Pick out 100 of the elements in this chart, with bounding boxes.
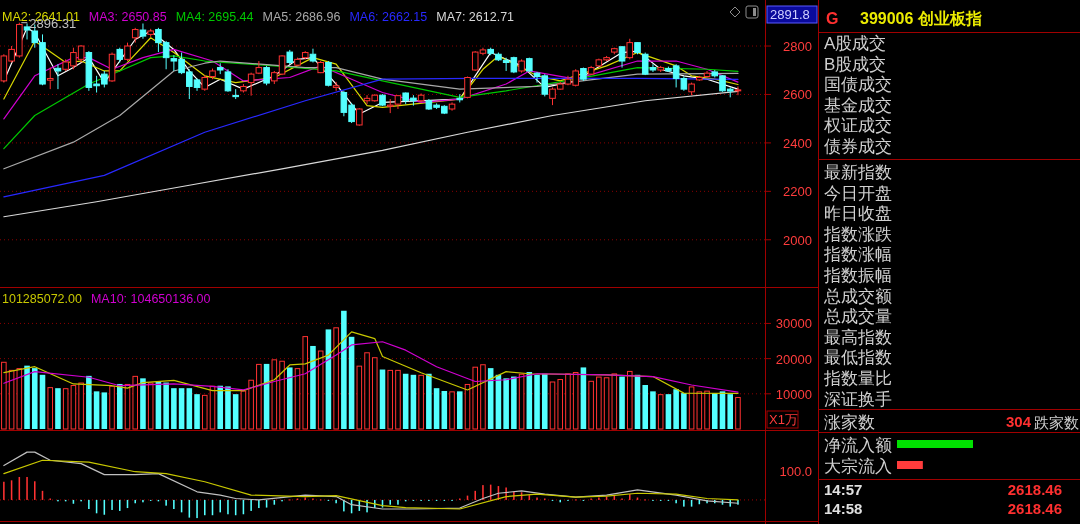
text: 基金成交 xyxy=(824,96,892,115)
text: MA6: 2662.15 xyxy=(349,10,428,24)
bar xyxy=(472,366,479,430)
text: 指数涨幅 xyxy=(823,245,892,265)
bar xyxy=(1,361,7,430)
bar xyxy=(735,396,741,430)
text: 跌家数 xyxy=(1034,414,1079,431)
y-tick-label: 30000 xyxy=(775,316,812,332)
text: 总成交量 xyxy=(823,307,892,327)
bar xyxy=(310,345,316,429)
bar xyxy=(503,378,509,429)
bar xyxy=(681,393,687,429)
bar xyxy=(232,394,239,429)
bar xyxy=(518,373,525,430)
text: 2618.46 xyxy=(1007,481,1062,498)
bar xyxy=(557,379,564,430)
bar xyxy=(31,368,38,429)
y-tick-label: 净流入额 xyxy=(824,436,892,455)
text: 国债成交 xyxy=(824,75,892,94)
bar xyxy=(364,352,370,430)
bar xyxy=(665,394,672,429)
bar xyxy=(596,376,602,430)
bar xyxy=(140,378,146,429)
text: 2618.46 xyxy=(1007,500,1062,517)
text: 今日开盘 xyxy=(824,183,892,203)
bar xyxy=(588,380,594,430)
bar xyxy=(279,360,285,430)
text: G xyxy=(826,10,839,27)
bar xyxy=(116,383,123,429)
bar xyxy=(317,350,324,430)
bar xyxy=(704,390,710,430)
bar xyxy=(271,359,278,430)
bar xyxy=(256,363,262,430)
text: 权证成交 xyxy=(823,116,892,135)
text: 指数振幅 xyxy=(823,266,892,285)
bar xyxy=(441,391,448,429)
bar xyxy=(248,379,254,430)
bar xyxy=(201,394,208,430)
bar xyxy=(217,385,224,429)
bar xyxy=(286,367,293,429)
text: 总成交额 xyxy=(823,286,892,306)
bar xyxy=(186,388,193,429)
text: 最高指数 xyxy=(824,327,892,347)
bar xyxy=(511,376,517,429)
text: 101285072.00 xyxy=(2,292,82,306)
bar xyxy=(395,369,401,430)
text: B股成交 xyxy=(824,55,887,74)
y-tick-label: 2400 xyxy=(783,135,812,151)
text: 债券成交 xyxy=(824,137,892,156)
y-tick-label: 大宗流入 xyxy=(824,457,892,476)
bar xyxy=(24,365,30,429)
bar xyxy=(302,336,309,430)
bar xyxy=(147,382,154,430)
bar xyxy=(171,388,177,429)
bar xyxy=(549,381,556,430)
text: X1万 xyxy=(769,412,798,427)
text: 指数涨跌 xyxy=(823,224,892,244)
text: 深证换手 xyxy=(824,389,892,409)
text: 昨日收盘 xyxy=(824,204,892,224)
bar xyxy=(711,393,718,429)
bar xyxy=(356,365,363,430)
bar xyxy=(132,375,139,430)
bar xyxy=(657,394,664,430)
bar xyxy=(240,390,247,430)
bar xyxy=(178,388,185,429)
bar xyxy=(78,382,84,430)
bar xyxy=(333,327,339,430)
bar xyxy=(650,391,656,429)
bar xyxy=(642,385,649,429)
y-tick-label: 2600 xyxy=(783,87,812,103)
bar xyxy=(341,310,347,429)
y-tick-label: 2800 xyxy=(783,39,812,55)
bar xyxy=(93,391,100,429)
bar xyxy=(619,376,625,429)
bar xyxy=(456,391,463,429)
text: 2891.8 xyxy=(770,7,810,22)
text: 399006 创业板指 xyxy=(860,10,982,27)
bar xyxy=(163,382,169,429)
y-tick-label: 2000 xyxy=(783,232,812,248)
bar xyxy=(225,386,231,429)
bar xyxy=(418,374,424,430)
text: 涨家数 xyxy=(824,413,875,432)
bar xyxy=(572,371,579,430)
bar xyxy=(426,373,432,429)
text: 最低指数 xyxy=(824,348,892,368)
text: 14:58 xyxy=(824,500,863,517)
bar xyxy=(626,370,633,430)
text: MA4: 2695.44 xyxy=(175,10,254,24)
bar xyxy=(541,373,548,429)
bar xyxy=(565,373,571,430)
text: 14:57 xyxy=(824,481,863,498)
y-tick-label: 10000 xyxy=(775,386,812,402)
bar xyxy=(480,364,486,430)
bar xyxy=(101,392,108,429)
text: 指数量比 xyxy=(823,369,892,388)
text: 100.0 xyxy=(779,464,812,479)
bar xyxy=(387,369,394,430)
bar xyxy=(86,375,92,429)
y-tick-label: 2200 xyxy=(783,184,812,200)
bar xyxy=(109,385,115,430)
